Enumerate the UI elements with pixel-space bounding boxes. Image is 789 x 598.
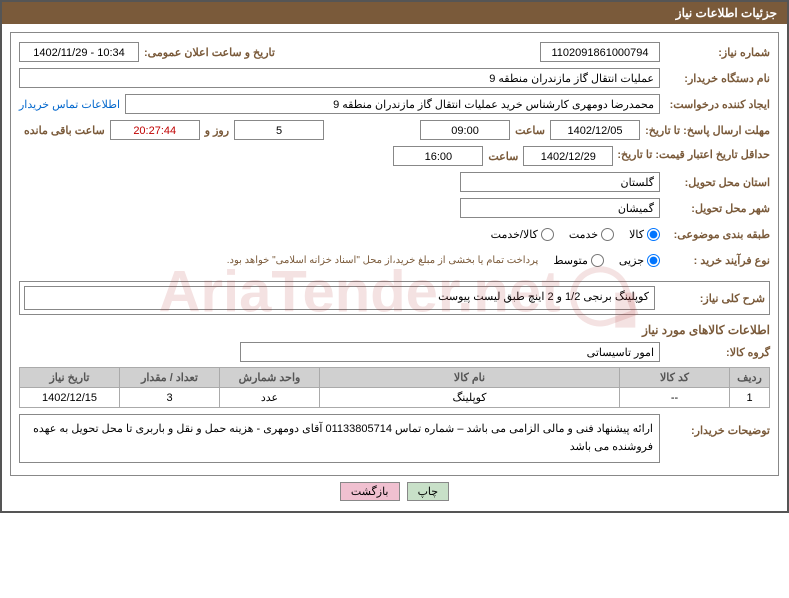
col-qty: تعداد / مقدار	[120, 368, 220, 388]
summary-value: کوپلینگ برنجی 1/2 و 2 اینچ طبق لیست پیوس…	[24, 286, 655, 310]
item-group-label: گروه کالا:	[660, 346, 770, 359]
city-value: گمیشان	[460, 198, 660, 218]
process-note: پرداخت تمام یا بخشی از مبلغ خرید،از محل …	[227, 255, 554, 266]
province-value: گلستان	[460, 172, 660, 192]
cell-code: --	[620, 388, 730, 408]
items-section-title: اطلاعات کالاهای مورد نیاز	[19, 323, 770, 337]
deadline2-label: حداقل تاریخ اعتبار قیمت: تا تاریخ:	[613, 149, 770, 162]
buyer-org-value: عملیات انتقال گاز مازندران منطقه 9	[19, 68, 660, 88]
cell-row: 1	[730, 388, 770, 408]
table-row: 1 -- کوپلینگ عدد 3 1402/12/15	[20, 388, 770, 408]
main-panel: جزئیات اطلاعات نیاز شماره نیاز: 11020918…	[0, 0, 789, 513]
col-unit: واحد شمارش	[220, 368, 320, 388]
deadline2-time: 16:00	[393, 146, 483, 166]
buyer-notes-value: ارائه پیشنهاد فنی و مالی الزامی می باشد …	[19, 414, 660, 463]
city-label: شهر محل تحویل:	[660, 202, 770, 215]
remaining-label: ساعت باقی مانده	[19, 124, 110, 137]
cell-unit: عدد	[220, 388, 320, 408]
cell-date: 1402/12/15	[20, 388, 120, 408]
need-no-value: 1102091861000794	[540, 42, 660, 62]
col-date: تاریخ نیاز	[20, 368, 120, 388]
requester-value: محمدرضا دومهری کارشناس خرید عملیات انتقا…	[125, 94, 660, 114]
announce-value: 1402/11/29 - 10:34	[19, 42, 139, 62]
category-radios: کالا خدمت کالا/خدمت	[491, 228, 660, 241]
radio-partial[interactable]: جزیی	[619, 254, 660, 267]
items-table: ردیف کد کالا نام کالا واحد شمارش تعداد /…	[19, 367, 770, 408]
buyer-org-label: نام دستگاه خریدار:	[660, 72, 770, 85]
radio-both[interactable]: کالا/خدمت	[491, 228, 554, 241]
buyer-notes-label: توضیحات خریدار:	[660, 414, 770, 437]
process-label: نوع فرآیند خرید :	[660, 254, 770, 267]
item-group-value: امور تاسیساتی	[240, 342, 660, 362]
deadline2-date: 1402/12/29	[523, 146, 613, 166]
cell-name: کوپلینگ	[320, 388, 620, 408]
time-label-2: ساعت	[483, 150, 523, 163]
time-label-1: ساعت	[510, 124, 550, 137]
print-button[interactable]: چاپ	[407, 482, 450, 501]
panel-title: جزئیات اطلاعات نیاز	[2, 2, 787, 24]
back-button[interactable]: بازگشت	[340, 482, 400, 501]
radio-service[interactable]: خدمت	[569, 228, 614, 241]
days-and-label: روز و	[200, 124, 234, 137]
remaining-days: 5	[234, 120, 324, 140]
contact-link[interactable]: اطلاعات تماس خریدار	[19, 98, 125, 111]
province-label: استان محل تحویل:	[660, 176, 770, 189]
deadline1-label: مهلت ارسال پاسخ: تا تاریخ:	[640, 124, 770, 137]
items-header-row: ردیف کد کالا نام کالا واحد شمارش تعداد /…	[20, 368, 770, 388]
radio-goods[interactable]: کالا	[629, 228, 660, 241]
radio-medium[interactable]: متوسط	[553, 254, 604, 267]
requester-label: ایجاد کننده درخواست:	[660, 98, 770, 111]
category-label: طبقه بندی موضوعی:	[660, 228, 770, 241]
summary-label: شرح کلی نیاز:	[655, 292, 765, 305]
deadline1-date: 1402/12/05	[550, 120, 640, 140]
need-no-label: شماره نیاز:	[660, 46, 770, 59]
col-name: نام کالا	[320, 368, 620, 388]
process-radios: جزیی متوسط	[553, 254, 660, 267]
announce-label: تاریخ و ساعت اعلان عمومی:	[139, 46, 280, 59]
cell-qty: 3	[120, 388, 220, 408]
deadline1-time: 09:00	[420, 120, 510, 140]
col-code: کد کالا	[620, 368, 730, 388]
remaining-time: 20:27:44	[110, 120, 200, 140]
col-row: ردیف	[730, 368, 770, 388]
